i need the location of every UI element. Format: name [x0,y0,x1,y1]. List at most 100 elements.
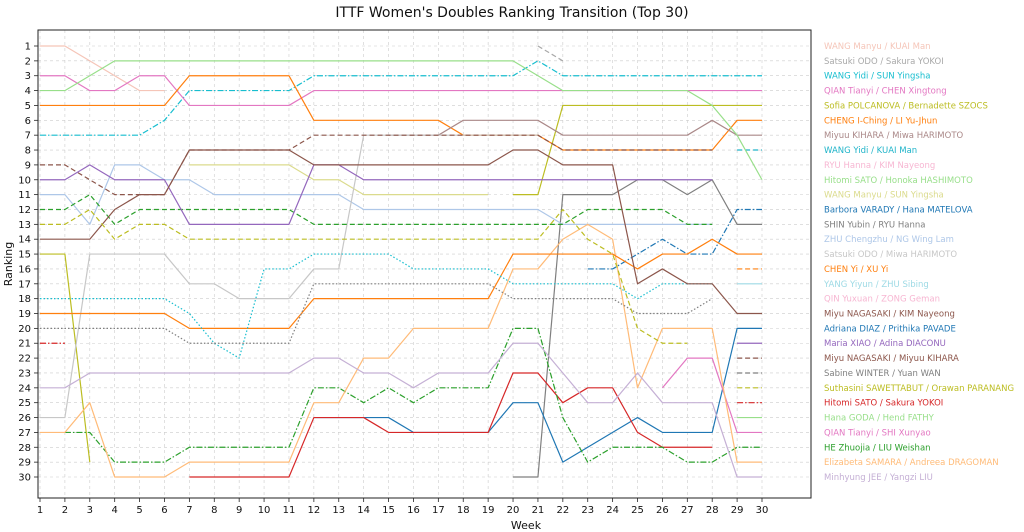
y-tick-label: 11 [18,190,31,201]
y-tick-label: 5 [25,101,31,112]
x-tick-label: 1 [37,505,43,516]
x-tick-label: 22 [556,505,569,516]
y-tick-label: 3 [25,71,31,82]
x-tick-label: 15 [382,505,395,516]
y-axis-ticks: 1234567891011121314151617181920212223242… [18,42,38,484]
y-tick-label: 16 [18,264,31,275]
series-line-20 [313,327,762,463]
y-tick-label: 4 [25,86,31,97]
legend-entry: Sabine WINTER / Yuan WAN [824,369,941,379]
x-tick-label: 7 [186,505,192,516]
legend-entry: Satsuki ODO / Sakura YOKOI [824,57,944,67]
x-tick-label: 10 [258,505,271,516]
series-line-2 [537,45,564,62]
legend-entry: QIAN Tianyi / CHEN Xingtong [824,87,947,97]
y-tick-label: 30 [18,473,31,484]
x-tick-label: 4 [112,505,118,516]
legend-entry: Miyuu KIHARA / Miwa HARIMOTO [824,131,964,141]
y-tick-label: 21 [18,339,31,350]
legend-entry: Sofia POLCANOVA / Bernadette SZOCS [824,101,988,111]
legend-entry: Barbora VARADY / Hana MATELOVA [824,205,973,215]
y-tick-label: 22 [18,354,31,365]
series-line-15 [40,134,538,419]
legend-entry: WANG Manyu / KUAI Man [824,42,931,52]
x-tick-label: 28 [706,505,719,516]
legend-entry: ZHU Chengzhu / NG Wing Lam [824,235,954,245]
y-tick-label: 25 [18,398,31,409]
series-line-3 [40,60,762,136]
legend-entry: CHENG I-Ching / LI Yu-Jhun [824,116,937,126]
x-tick-label: 30 [756,505,769,516]
series-line-25 [189,372,713,478]
series-line-27 [661,357,762,434]
legend-entry: RYU Hanna / KIM Nayeong [824,161,935,171]
legend-entry: Miyu NAGASAKI / KIM Nayeong [824,310,955,320]
y-tick-label: 10 [18,175,31,186]
y-tick-label: 7 [25,131,31,142]
x-tick-label: 17 [432,505,445,516]
x-tick-label: 13 [332,505,345,516]
y-tick-label: 27 [18,428,31,439]
legend-entry: HE Zhuojia / LIU Weishan [824,443,931,453]
x-tick-label: 27 [681,505,694,516]
series-layer [40,45,763,478]
x-tick-label: 16 [407,505,420,516]
y-tick-label: 13 [18,220,31,231]
x-tick-label: 5 [136,505,142,516]
x-tick-label: 18 [457,505,470,516]
y-tick-label: 28 [18,443,31,454]
y-tick-label: 12 [18,205,31,216]
x-tick-label: 6 [161,505,167,516]
legend-entry: WANG Yidi / KUAI Man [824,146,917,156]
x-tick-label: 14 [357,505,370,516]
y-tick-label: 20 [18,324,31,335]
series-line-12 [587,208,762,270]
x-tick-label: 23 [581,505,594,516]
x-tick-label: 21 [532,505,545,516]
x-tick-label: 12 [307,505,320,516]
x-tick-label: 24 [606,505,619,516]
x-tick-label: 20 [507,505,520,516]
y-tick-label: 19 [18,309,31,320]
legend-entry: QIN Yuxuan / ZONG Geman [824,295,940,305]
legend-entry: CHEN Yi / XU Yi [824,265,888,275]
legend-entry: SHIN Yubin / RYU Hanna [824,220,925,230]
series-line-5 [513,104,762,196]
legend-entry: QIAN Tianyi / SHI Xunyao [824,428,931,438]
y-axis-label: Ranking [2,242,15,287]
y-tick-label: 8 [25,146,31,157]
series-line-35 [40,253,713,359]
legend-entry: Adriana DIAZ / Prithika PAVADE [824,324,956,334]
legend-entry: WANG Yidi / SUN Yingsha [824,72,930,82]
legend: WANG Manyu / KUAI Man Satsuki ODO / Sakur… [823,42,1014,483]
series-line-5 [40,253,91,463]
series-line-30 [40,342,762,478]
y-tick-label: 17 [18,279,31,290]
legend-entry: Maria XIAO / Adina DIACONU [824,339,946,349]
x-tick-label: 11 [283,505,296,516]
x-axis-label: Week [511,519,542,532]
y-tick-label: 24 [18,383,31,394]
x-tick-label: 29 [731,505,744,516]
x-tick-label: 8 [211,505,217,516]
x-axis-ticks: 1 2 3 4 5 6 7 8 9 10 11 12 13 14 15 16 17 18 19 20 21 22 23 24 2… [37,498,769,516]
y-tick-label: 23 [18,368,31,379]
plot-frame [37,29,812,499]
legend-entry: Hana GODA / Hend FATHY [824,414,935,424]
y-tick-label: 26 [18,413,31,424]
y-tick-label: 6 [25,116,31,127]
series-line-34 [40,238,762,329]
x-tick-label: 3 [87,505,93,516]
series-line-31 [40,194,713,225]
y-tick-label: 15 [18,250,31,261]
y-tick-label: 9 [25,160,31,171]
x-tick-label: 2 [62,505,68,516]
legend-entry: Hitomi SATO / Sakura YOKOI [824,399,943,409]
legend-entry: Hitomi SATO / Honoka HASHIMOTO [824,176,973,186]
y-tick-label: 18 [18,294,31,305]
legend-entry: Suthasini SAWETTABUT / Orawan PARANANG [824,384,1014,394]
chart-title: ITTF Women's Doubles Ranking Transition … [335,5,688,21]
grid [38,30,811,498]
series-line-37 [40,283,713,344]
